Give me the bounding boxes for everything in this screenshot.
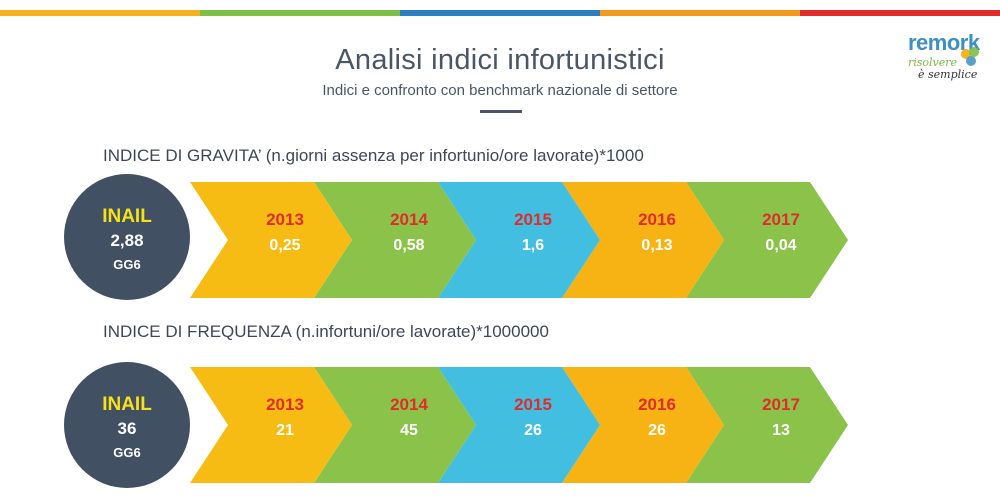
top-bar-segment xyxy=(600,10,800,16)
frequenza-chevron-2014: 2014 45 xyxy=(314,367,476,483)
frequenza-chevron-2013: 2013 21 xyxy=(190,367,352,483)
logo-tagline-2: è semplice xyxy=(918,68,978,81)
gravita-inail-circle: INAIL 2,88 GG6 xyxy=(64,174,190,300)
frequenza-section-label: INDICE DI FREQUENZA (n.infortuni/ore lav… xyxy=(103,322,549,341)
chevron-shape xyxy=(438,182,600,298)
gravita-inail-unit: GG6 xyxy=(113,257,141,272)
top-bar-segment xyxy=(0,10,200,16)
top-color-bar xyxy=(0,10,1000,16)
chevron-shape xyxy=(686,367,848,483)
chevron-shape xyxy=(314,182,476,298)
chevron-year: 2016 xyxy=(638,210,676,229)
chevron-shape xyxy=(438,367,600,483)
top-bar-segment xyxy=(800,10,1000,16)
gravita-chevron-2017: 2017 0,04 xyxy=(686,182,848,298)
chevron-year: 2014 xyxy=(390,395,428,414)
remark-logo: remork risolvere è semplice xyxy=(904,30,990,86)
chevron-year: 2013 xyxy=(266,395,304,414)
chevron-shape xyxy=(562,182,724,298)
chevron-value: 45 xyxy=(400,422,418,439)
chevron-shape xyxy=(686,182,848,298)
frequenza-inail-label: INAIL xyxy=(102,394,152,415)
gravita-inail-label: INAIL xyxy=(102,206,152,227)
logo-tagline: risolvere xyxy=(908,56,958,69)
title-divider xyxy=(480,110,522,113)
gravita-chevron-2013: 2013 0,25 xyxy=(190,182,352,298)
frequenza-chevron-2017: 2017 13 xyxy=(686,367,848,483)
chevron-shape xyxy=(562,367,724,483)
chevron-value: 21 xyxy=(276,422,294,439)
gravita-chevron-2014: 2014 0,58 xyxy=(314,182,476,298)
chevron-year: 2015 xyxy=(514,395,552,414)
frequenza-inail-value: 36 xyxy=(117,419,137,438)
logo-dots-icon xyxy=(961,47,979,66)
page-title: Analisi indici infortunistici xyxy=(335,44,665,76)
chevron-value: 26 xyxy=(524,422,542,439)
chevron-value: 0,58 xyxy=(393,237,425,254)
chevron-shape xyxy=(190,367,352,483)
chevron-year: 2017 xyxy=(762,395,800,414)
chevron-value: 0,25 xyxy=(269,237,301,254)
top-bar-segment xyxy=(200,10,400,16)
chevron-shape xyxy=(190,182,352,298)
chevron-value: 0,04 xyxy=(765,237,797,254)
chevron-value: 0,13 xyxy=(641,237,673,254)
chevron-value: 1,6 xyxy=(521,237,545,254)
frequenza-inail-unit: GG6 xyxy=(113,445,141,460)
frequenza-chevron-2016: 2016 26 xyxy=(562,367,724,483)
page-subtitle: Indici e confronto con benchmark naziona… xyxy=(322,82,678,99)
top-bar-segment xyxy=(400,10,600,16)
gravita-chevron-2016: 2016 0,13 xyxy=(562,182,724,298)
chevron-year: 2013 xyxy=(266,210,304,229)
frequenza-inail-circle: INAIL 36 GG6 xyxy=(64,362,190,488)
gravita-inail-value: 2,88 xyxy=(110,231,144,250)
gravita-chevron-2015: 2015 1,6 xyxy=(438,182,600,298)
gravita-section-label: INDICE DI GRAVITA’ (n.giorni assenza per… xyxy=(103,146,644,165)
frequenza-chevron-2015: 2015 26 xyxy=(438,367,600,483)
chevron-year: 2015 xyxy=(514,210,552,229)
chevron-year: 2014 xyxy=(390,210,428,229)
chevron-shape xyxy=(314,367,476,483)
chevron-year: 2017 xyxy=(762,210,800,229)
chevron-value: 13 xyxy=(772,422,790,439)
chevron-value: 26 xyxy=(648,422,666,439)
chevron-year: 2016 xyxy=(638,395,676,414)
